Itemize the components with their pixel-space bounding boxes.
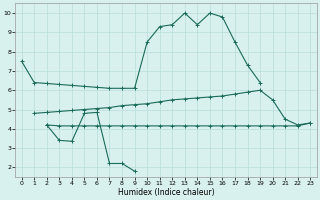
X-axis label: Humidex (Indice chaleur): Humidex (Indice chaleur) (118, 188, 214, 197)
